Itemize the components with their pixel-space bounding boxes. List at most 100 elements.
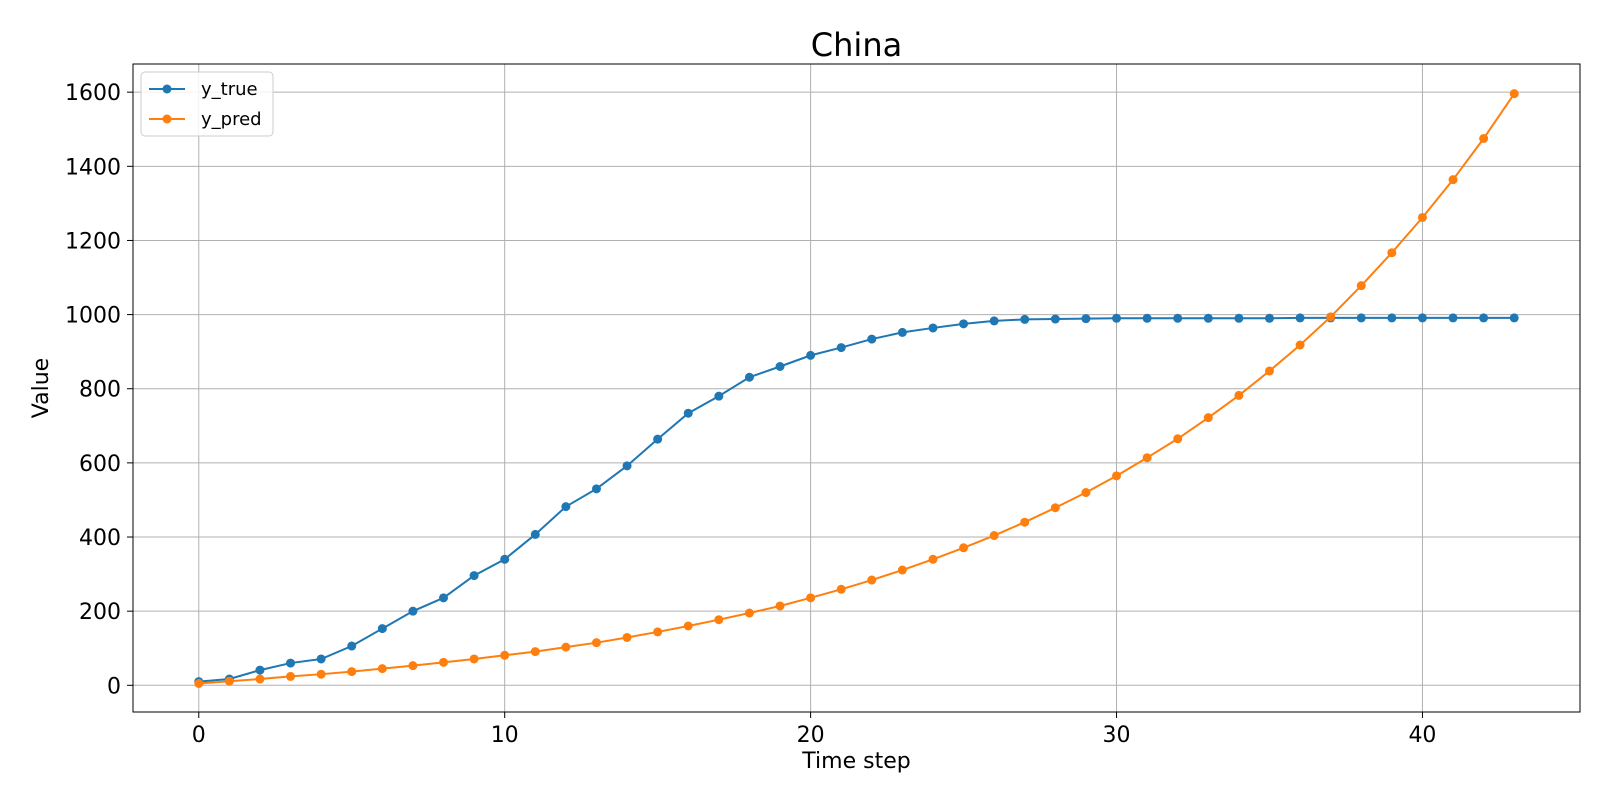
data-point-y-pred <box>1326 312 1336 322</box>
x-tick-label: 0 <box>192 723 206 748</box>
data-point-y-true <box>286 658 296 668</box>
data-point-y-true <box>1509 313 1519 323</box>
data-point-y-pred <box>1387 248 1397 258</box>
data-point-y-pred <box>928 554 938 564</box>
data-point-y-true <box>316 654 326 664</box>
grid <box>133 64 1580 712</box>
data-point-y-pred <box>1142 453 1152 463</box>
data-point-y-pred <box>989 531 999 541</box>
data-point-y-pred <box>1479 134 1489 144</box>
data-point-y-pred <box>836 584 846 594</box>
data-point-y-pred <box>561 642 571 652</box>
data-point-y-pred <box>439 657 449 667</box>
data-point-y-true <box>1020 314 1030 324</box>
x-tick-label: 20 <box>797 723 825 748</box>
data-point-y-pred <box>530 647 540 657</box>
data-point-y-true <box>1081 314 1091 324</box>
data-point-y-pred <box>959 543 969 553</box>
legend-item-y-true: y_true <box>149 79 258 100</box>
data-point-y-true <box>1448 313 1458 323</box>
data-point-y-true <box>1142 313 1152 323</box>
data-point-y-pred <box>1203 413 1213 423</box>
data-point-y-true <box>775 361 785 371</box>
data-point-y-pred <box>744 608 754 618</box>
data-point-y-pred <box>255 674 265 684</box>
data-point-y-pred <box>1112 471 1122 481</box>
data-point-y-pred <box>224 676 234 686</box>
y-tick-label: 400 <box>79 526 121 551</box>
data-point-y-true <box>744 372 754 382</box>
data-point-y-pred <box>194 678 204 688</box>
data-point-y-true <box>500 554 510 564</box>
data-point-y-pred <box>1264 366 1274 376</box>
data-point-y-pred <box>683 621 693 631</box>
data-point-y-pred <box>1448 175 1458 185</box>
data-point-y-true <box>1356 313 1366 323</box>
legend-item-y-pred: y_pred <box>149 109 262 130</box>
y-tick-label: 800 <box>79 378 121 403</box>
data-point-y-pred <box>1417 212 1427 222</box>
data-point-y-pred <box>469 654 479 664</box>
data-point-y-pred <box>1356 281 1366 291</box>
y-axis-label: Value <box>29 358 54 418</box>
data-point-y-true <box>1173 313 1183 323</box>
x-tick-label: 10 <box>491 723 519 748</box>
data-point-y-pred <box>1234 390 1244 400</box>
data-point-y-true <box>255 665 265 675</box>
y-tick-label: 1600 <box>65 81 121 106</box>
legend-label: y_true <box>201 79 258 100</box>
data-point-y-true <box>622 461 632 471</box>
data-point-y-true <box>1234 313 1244 323</box>
data-point-y-true <box>683 408 693 418</box>
data-point-y-pred <box>622 632 632 642</box>
data-point-y-true <box>530 529 540 539</box>
data-point-y-true <box>653 434 663 444</box>
data-point-y-pred <box>653 627 663 637</box>
data-point-y-true <box>1050 314 1060 324</box>
data-point-y-pred <box>500 650 510 660</box>
data-point-y-pred <box>1509 89 1519 99</box>
data-point-y-true <box>897 327 907 337</box>
y-tick-label: 200 <box>79 600 121 625</box>
data-point-y-true <box>989 316 999 326</box>
data-point-y-pred <box>591 638 601 648</box>
series-line-y-true <box>198 316 1515 683</box>
x-tick-label: 40 <box>1408 723 1436 748</box>
data-point-y-true <box>377 624 387 634</box>
plot-frame <box>132 63 1581 713</box>
data-point-y-true <box>1479 313 1489 323</box>
series-y-true <box>194 313 1519 687</box>
data-point-y-pred <box>316 669 326 679</box>
data-point-y-pred <box>714 615 724 625</box>
data-point-y-true <box>836 343 846 353</box>
data-point-y-pred <box>1020 517 1030 527</box>
legend-label: y_pred <box>201 109 262 130</box>
series-y-pred <box>194 89 1519 688</box>
data-point-y-true <box>439 593 449 603</box>
y-tick-label: 1400 <box>65 155 121 180</box>
legend: y_true y_pred <box>140 71 274 137</box>
data-point-y-true <box>1203 313 1213 323</box>
y-tick-label: 1200 <box>65 229 121 254</box>
legend-swatch-marker <box>162 84 172 94</box>
data-point-y-true <box>806 350 816 360</box>
data-point-y-true <box>1387 313 1397 323</box>
data-point-y-pred <box>377 664 387 674</box>
data-point-y-pred <box>408 661 418 671</box>
y-tick-label: 1000 <box>65 304 121 329</box>
data-point-y-true <box>714 391 724 401</box>
x-axis-label: Time step <box>801 749 910 774</box>
data-point-y-pred <box>347 667 357 677</box>
data-point-y-true <box>867 334 877 344</box>
data-point-y-true <box>928 323 938 333</box>
series-layer <box>194 89 1519 688</box>
data-point-y-true <box>408 606 418 616</box>
data-point-y-pred <box>897 565 907 575</box>
data-point-y-true <box>1264 313 1274 323</box>
data-point-y-pred <box>1295 340 1305 350</box>
data-point-y-pred <box>806 593 816 603</box>
data-point-y-true <box>1417 313 1427 323</box>
